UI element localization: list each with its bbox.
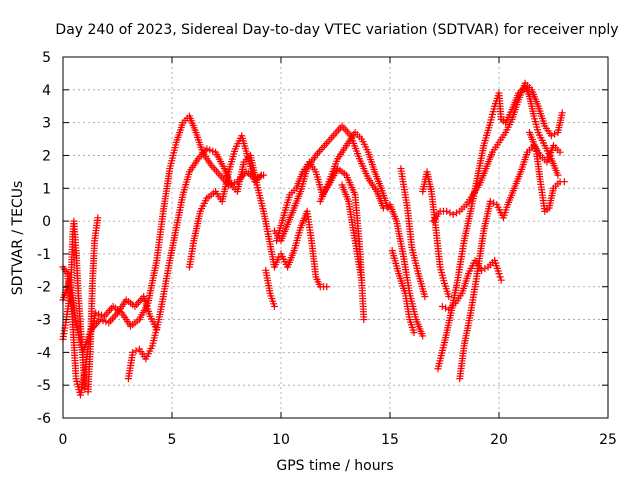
data-point [360,316,368,324]
x-tick-label: 10 [272,432,290,448]
data-point [94,214,102,222]
x-tick-label: 15 [381,432,399,448]
y-axis-label: SDTVAR / TECUs [10,181,26,296]
series-track-3 [59,276,161,356]
data-point [495,270,503,278]
data-point [445,293,453,301]
y-tick-label: 1 [42,181,51,197]
series-track-13 [388,247,418,337]
data-marker [132,347,140,355]
data-point [358,276,366,284]
x-tick-label: 0 [59,432,68,448]
series-track-12 [397,165,429,301]
data-points [59,79,568,399]
series-track-9 [277,207,331,291]
data-point [486,197,494,205]
data-point [547,132,555,140]
series-track-18 [456,142,564,383]
y-tick-label: 4 [42,83,51,99]
data-point [384,204,392,212]
series-track-6 [262,266,278,310]
y-tick-label: -1 [37,247,51,263]
grid [63,57,608,418]
plot-frame [62,56,609,419]
y-tick-label: 2 [42,148,51,164]
data-marker [490,199,498,207]
data-point [449,211,457,219]
x-tick-label: 25 [599,432,617,448]
series-track-5 [185,132,265,271]
data-marker [496,273,504,281]
data-point [438,302,446,310]
data-point [558,109,566,117]
data-point [421,293,429,301]
data-point [443,207,451,215]
data-point [478,266,486,274]
data-point [410,329,418,337]
data-point [129,348,137,356]
y-tick-label: -3 [37,313,51,329]
series-track-14 [419,168,453,301]
data-point [554,171,562,179]
data-point [556,148,564,156]
y-tick-label: -2 [37,280,51,296]
y-tick-label: 3 [42,116,51,132]
series-track-16 [434,83,562,373]
data-marker [452,209,460,217]
data-point [81,384,89,392]
y-axis-ticks: -6 -5 -4 -3 -2 -1 0 1 2 3 4 5 [37,50,608,427]
chart-title: Day 240 of 2023, Sidereal Day-to-day VTE… [55,22,618,38]
series-track-11 [338,181,366,284]
data-marker [446,209,454,217]
x-tick-label: 5 [168,432,177,448]
data-point [497,276,505,284]
data-point [419,332,427,340]
data-point [257,171,265,179]
y-tick-label: -6 [37,411,51,427]
x-tick-label: 20 [490,432,508,448]
series-track-10 [316,128,392,212]
series-track-19 [526,128,568,215]
data-point [270,302,278,310]
y-tick-label: 5 [42,50,51,66]
y-tick-label: -4 [37,345,51,361]
data-marker [551,130,559,138]
data-point [323,283,331,291]
data-marker [481,265,489,273]
x-axis-ticks: 0 5 10 15 20 25 [59,57,617,448]
data-point [560,178,568,186]
x-axis-label: GPS time / hours [276,458,393,474]
y-tick-label: -5 [37,378,51,394]
y-tick-label: 0 [42,214,51,230]
series-track-4 [124,145,283,383]
